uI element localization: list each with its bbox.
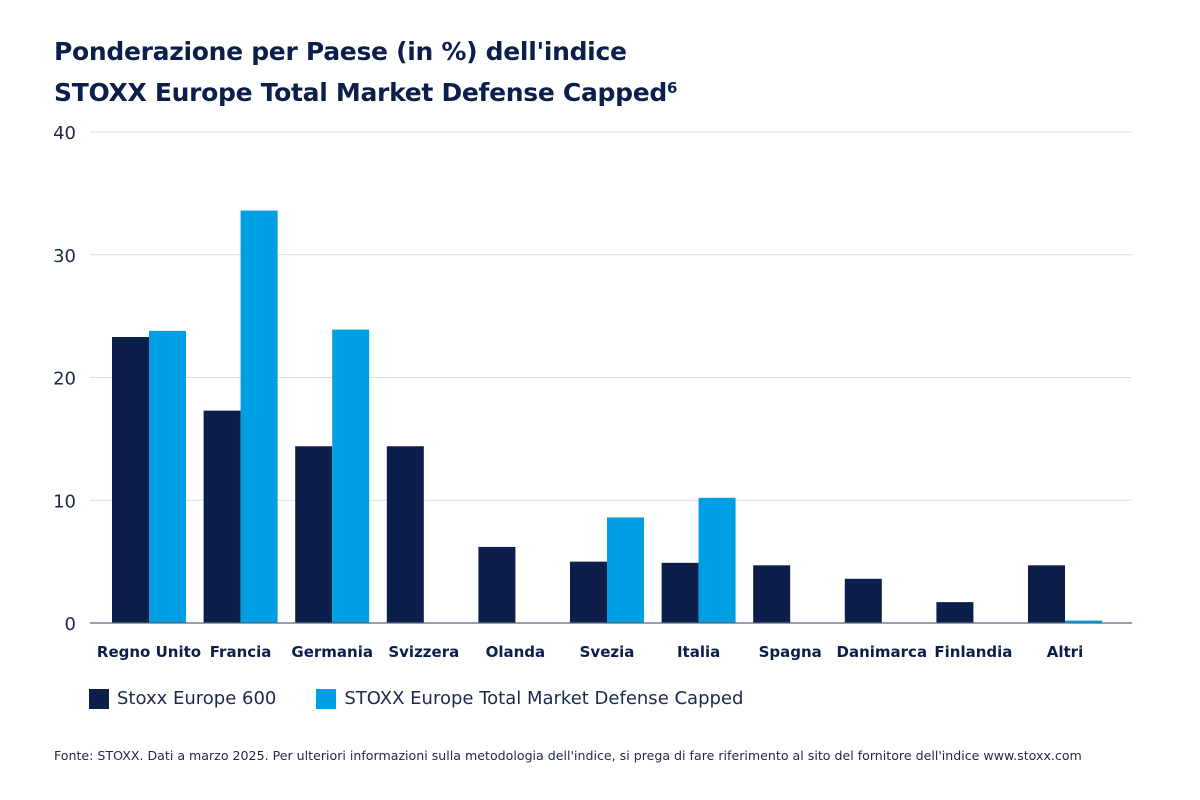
bar-defense-capped-1 — [240, 210, 278, 623]
bar-chart: 0 10 20 30 40 Regno Unito Francia Germania Svizz… — [53, 123, 1132, 661]
y-tick-label-40: 40 — [53, 123, 76, 144]
y-tick-label-10: 10 — [53, 491, 76, 512]
bar-defense-capped-2 — [332, 329, 370, 623]
legend-label-stoxx-600: Stoxx Europe 600 — [117, 688, 277, 709]
title-line-2-text: STOXX Europe Total Market Defense Capped — [54, 78, 667, 107]
y-tick-label-0: 0 — [65, 614, 76, 635]
y-tick-label-30: 30 — [53, 246, 76, 267]
bar-stoxx-600-2 — [295, 446, 333, 623]
legend-item-stoxx-600: Stoxx Europe 600 — [89, 688, 276, 709]
chart-legend: Stoxx Europe 600 STOXX Europe Total Mark… — [89, 688, 783, 709]
title-line-2: STOXX Europe Total Market Defense Capped… — [54, 70, 677, 111]
bar-stoxx-600-8 — [844, 578, 882, 623]
bar-defense-capped-0 — [149, 330, 186, 623]
bar-stoxx-600-1 — [203, 410, 241, 623]
bar-stoxx-600-10 — [1028, 565, 1065, 623]
y-tick-label-20: 20 — [53, 369, 76, 390]
x-tick-label-2: Germania — [291, 643, 373, 661]
x-tick-label-3: Svizzera — [388, 643, 459, 661]
x-tick-label-0: Regno Unito — [97, 643, 201, 661]
bar-stoxx-600-4 — [478, 546, 516, 623]
legend-swatch-defense-capped — [316, 688, 337, 709]
bar-stoxx-600-5 — [570, 561, 607, 623]
bar-defense-capped-5 — [607, 517, 644, 623]
bar-stoxx-600-0 — [112, 336, 149, 623]
x-tick-label-4: Olanda — [486, 643, 546, 661]
legend-swatch-stoxx-600 — [89, 688, 109, 709]
x-tick-label-6: Italia — [677, 643, 720, 661]
bar-stoxx-600-3 — [386, 446, 424, 623]
x-tick-label-5: Svezia — [580, 643, 635, 661]
bar-stoxx-600-6 — [661, 562, 699, 623]
bar-stoxx-600-7 — [753, 565, 791, 623]
legend-item-defense-capped: STOXX Europe Total Market Defense Capped — [316, 688, 743, 709]
bar-defense-capped-10 — [1065, 620, 1102, 623]
title-footnote-marker: 6 — [667, 79, 678, 97]
bar-stoxx-600-9 — [936, 602, 974, 623]
x-tick-label-8: Danimarca — [837, 643, 928, 661]
title-line-1: Ponderazione per Paese (in %) dell'indic… — [54, 37, 627, 66]
x-tick-label-1: Francia — [210, 643, 272, 661]
x-tick-label-10: Altri — [1047, 643, 1083, 661]
x-tick-label-7: Spagna — [759, 643, 822, 661]
chart-title: Ponderazione per Paese (in %) dell'indic… — [54, 34, 677, 111]
source-note: Fonte: STOXX. Dati a marzo 2025. Per ult… — [54, 748, 1082, 763]
bar-defense-capped-6 — [698, 497, 736, 623]
legend-label-defense-capped: STOXX Europe Total Market Defense Capped — [344, 688, 744, 709]
x-tick-label-9: Finlandia — [934, 643, 1012, 661]
